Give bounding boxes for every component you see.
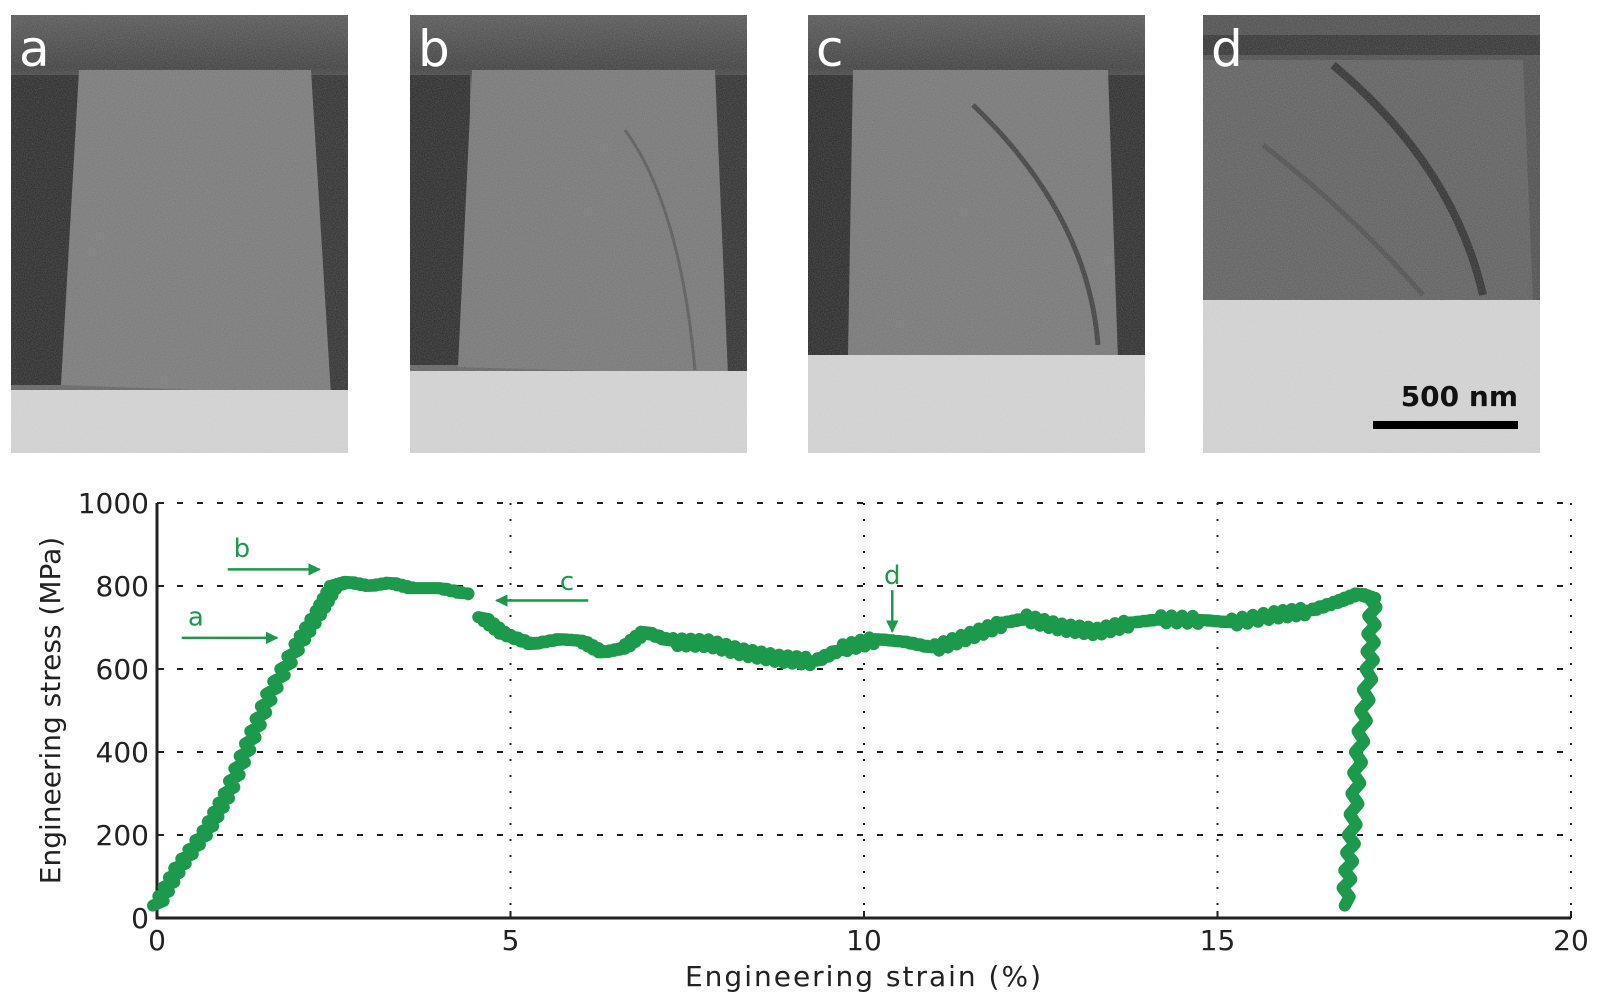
- y-tick-label: 200: [96, 819, 149, 852]
- y-tick-label: 600: [96, 653, 149, 686]
- panel-label-b: b: [418, 20, 450, 78]
- data-series: [472, 587, 1383, 912]
- micrograph-c: c: [808, 15, 1145, 453]
- x-tick-label: 10: [846, 924, 882, 957]
- annotation-label-a: a: [188, 602, 204, 632]
- x-tick-label: 5: [502, 924, 520, 957]
- x-tick-label: 15: [1200, 924, 1236, 957]
- micrograph-d: d 500 nm: [1203, 15, 1540, 453]
- data-series: [147, 575, 475, 912]
- micrograph-b-image: [410, 15, 747, 453]
- annotation-label-b: b: [234, 534, 251, 564]
- micrograph-a-image: [11, 15, 348, 453]
- micrograph-c-image: [808, 15, 1145, 453]
- x-axis-label: Engineering strain (%): [685, 960, 1043, 993]
- annotation-label-c: c: [560, 567, 574, 597]
- scale-bar-label: 500 nm: [1400, 380, 1518, 413]
- x-tick-label: 20: [1553, 924, 1589, 957]
- panel-label-a: a: [19, 20, 50, 78]
- y-tick-label: 1000: [78, 487, 149, 520]
- y-axis-label: Engineering stress (MPa): [34, 537, 67, 884]
- micrograph-a: a: [11, 15, 348, 453]
- micrograph-b: b: [410, 15, 747, 453]
- micrograph-d-image: [1203, 15, 1540, 453]
- y-tick-label: 800: [96, 570, 149, 603]
- y-tick-label: 400: [96, 736, 149, 769]
- panel-label-d: d: [1211, 20, 1243, 78]
- x-tick-label: 0: [148, 924, 166, 957]
- scale-bar: [1373, 421, 1518, 429]
- annotation-label-d: d: [884, 561, 901, 591]
- y-tick-label: 0: [131, 902, 149, 935]
- axes: [155, 503, 1571, 920]
- panel-label-c: c: [816, 20, 844, 78]
